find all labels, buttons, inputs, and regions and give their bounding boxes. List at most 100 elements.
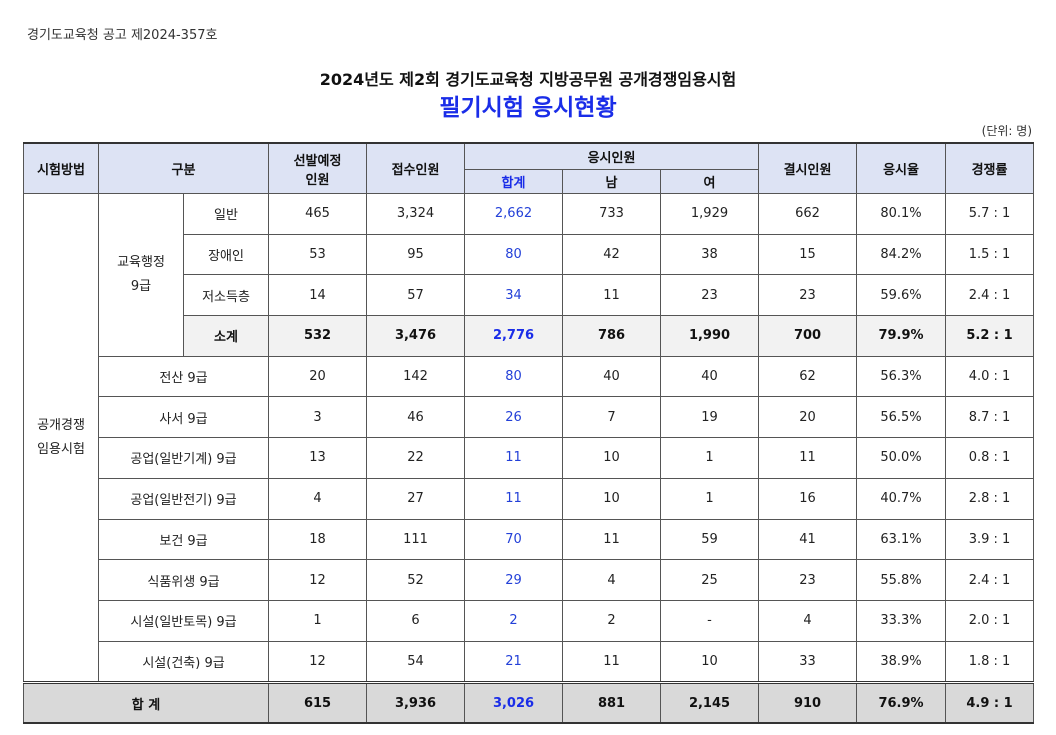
cell-female: 1,929 xyxy=(660,193,760,235)
cell-applied: 95 xyxy=(366,233,466,276)
cell-rate: 55.8% xyxy=(856,559,947,601)
cell-total: 34 xyxy=(464,274,564,317)
cell-female: 23 xyxy=(660,274,760,317)
cell-female: 2,145 xyxy=(660,681,760,724)
cell-female: 40 xyxy=(660,355,760,398)
cell-applied: 3,324 xyxy=(366,193,466,235)
cell-female: - xyxy=(660,599,760,642)
cell-competition: 1.5 : 1 xyxy=(945,233,1035,276)
cell-applied: 142 xyxy=(366,355,466,398)
cell-total: 29 xyxy=(464,559,564,601)
header-absent: 결시인원 xyxy=(758,142,858,194)
row-label: 보건 9급 xyxy=(97,518,270,561)
cell-planned: 532 xyxy=(268,315,368,357)
cell-male: 2 xyxy=(562,599,662,642)
header-female: 여 xyxy=(660,169,760,194)
cell-absent: 4 xyxy=(758,599,858,642)
table-row: 장애인 53 95 80 42 38 15 84.2% 1.5 : 1 xyxy=(24,233,1035,276)
cell-rate: 56.3% xyxy=(856,355,947,398)
notice-number: 경기도교육청 공고 제2024-357호 xyxy=(27,28,218,43)
row-label: 전산 9급 xyxy=(97,355,270,398)
table-row: 사서 9급 3 46 26 7 19 20 56.5% 8.7 : 1 xyxy=(24,396,1035,439)
cell-male: 40 xyxy=(562,355,662,398)
cell-applied: 57 xyxy=(366,274,466,317)
cell-applied: 111 xyxy=(366,518,466,561)
cell-male: 786 xyxy=(562,315,662,357)
cell-male: 42 xyxy=(562,233,662,276)
grand-total-row: 합 계 615 3,936 3,026 881 2,145 910 76.9% … xyxy=(22,681,1035,724)
header-applied: 접수인원 xyxy=(366,142,466,194)
cell-male: 10 xyxy=(562,437,662,479)
cell-competition: 2.0 : 1 xyxy=(945,599,1035,642)
cell-absent: 62 xyxy=(758,355,858,398)
cell-absent: 23 xyxy=(758,274,858,317)
subtotal-row: 소계 532 3,476 2,776 786 1,990 700 79.9% 5… xyxy=(24,315,1035,357)
header-rate: 응시율 xyxy=(856,142,947,194)
table-row: 공업(일반기계) 9급 13 22 11 10 1 11 50.0% 0.8 :… xyxy=(24,437,1035,479)
cell-total: 2,776 xyxy=(464,315,564,357)
row-label: 저소득층 xyxy=(182,274,270,317)
cell-female: 1 xyxy=(660,477,760,520)
cell-absent: 23 xyxy=(758,559,858,601)
cell-competition: 2.4 : 1 xyxy=(945,274,1035,317)
cell-absent: 11 xyxy=(758,437,858,479)
cell-planned: 20 xyxy=(268,355,368,398)
cell-rate: 59.6% xyxy=(856,274,947,317)
cell-male: 733 xyxy=(562,193,662,235)
cell-female: 38 xyxy=(660,233,760,276)
cell-female: 1 xyxy=(660,437,760,479)
cell-planned: 4 xyxy=(268,477,368,520)
cell-total: 26 xyxy=(464,396,564,439)
row-label: 소계 xyxy=(182,315,270,357)
header-method: 시험방법 xyxy=(23,142,99,194)
table-row: 보건 9급 18 111 70 11 59 41 63.1% 3.9 : 1 xyxy=(24,518,1035,561)
cell-rate: 84.2% xyxy=(856,233,947,276)
cell-rate: 50.0% xyxy=(856,437,947,479)
table-row: 식품위생 9급 12 52 29 4 25 23 55.8% 2.4 : 1 xyxy=(24,559,1035,601)
row-label: 공업(일반기계) 9급 xyxy=(97,437,270,479)
cell-applied: 27 xyxy=(366,477,466,520)
cell-female: 10 xyxy=(660,640,760,684)
cell-male: 881 xyxy=(562,681,662,724)
cell-total: 21 xyxy=(464,640,564,684)
cell-applied: 54 xyxy=(366,640,466,684)
cell-planned: 53 xyxy=(268,233,368,276)
cell-competition: 1.8 : 1 xyxy=(945,640,1035,684)
cell-male: 11 xyxy=(562,640,662,684)
grand-total-label: 합 계 xyxy=(22,681,270,724)
cell-planned: 13 xyxy=(268,437,368,479)
cell-total: 70 xyxy=(464,518,564,561)
cell-applied: 6 xyxy=(366,599,466,642)
cell-applied: 46 xyxy=(366,396,466,439)
cell-total: 2,662 xyxy=(464,193,564,235)
cell-competition: 4.9 : 1 xyxy=(945,681,1035,724)
cell-applied: 3,936 xyxy=(366,681,466,724)
cell-competition: 5.7 : 1 xyxy=(945,193,1035,235)
group-cell-admin: 교육행정 9급 xyxy=(98,193,184,357)
row-label: 장애인 xyxy=(182,233,270,276)
cell-absent: 16 xyxy=(758,477,858,520)
cell-planned: 12 xyxy=(268,559,368,601)
cell-total: 2 xyxy=(464,599,564,642)
cell-planned: 18 xyxy=(268,518,368,561)
row-label: 식품위생 9급 xyxy=(97,559,270,601)
cell-rate: 56.5% xyxy=(856,396,947,439)
row-label: 시설(건축) 9급 xyxy=(97,640,270,684)
cell-planned: 14 xyxy=(268,274,368,317)
unit-label: (단위: 명) xyxy=(981,124,1032,138)
header-planned: 선발예정 인원 xyxy=(268,142,368,194)
cell-female: 1,990 xyxy=(660,315,760,357)
cell-competition: 3.9 : 1 xyxy=(945,518,1035,561)
cell-absent: 700 xyxy=(758,315,858,357)
cell-total: 80 xyxy=(464,355,564,398)
header-competition: 경쟁률 xyxy=(945,142,1035,194)
exam-status-table: 시험방법 구분 선발예정 인원 접수인원 응시인원 결시인원 응시율 경쟁률 합계… xyxy=(22,142,1035,725)
table-row: 저소득층 14 57 34 11 23 23 59.6% 2.4 : 1 xyxy=(24,274,1035,317)
cell-total: 11 xyxy=(464,477,564,520)
cell-rate: 79.9% xyxy=(856,315,947,357)
cell-absent: 662 xyxy=(758,193,858,235)
cell-rate: 80.1% xyxy=(856,193,947,235)
cell-absent: 20 xyxy=(758,396,858,439)
cell-total: 11 xyxy=(464,437,564,479)
header-examinees: 응시인원 xyxy=(464,142,760,170)
